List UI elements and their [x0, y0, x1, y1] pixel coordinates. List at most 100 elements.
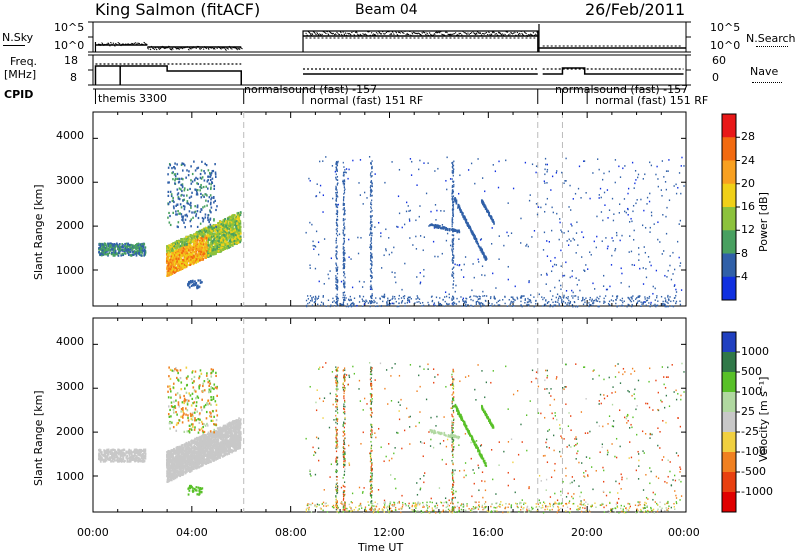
cpid-segment-label: themis 3300	[98, 92, 168, 105]
data-point	[205, 229, 208, 233]
data-point	[209, 209, 211, 212]
data-point	[130, 244, 133, 247]
data-point	[204, 246, 206, 249]
data-point	[166, 266, 169, 269]
data-point	[452, 164, 455, 167]
data-point	[210, 243, 212, 247]
data-point	[418, 301, 420, 303]
data-point	[199, 231, 202, 235]
data-point	[452, 211, 454, 214]
data-point	[189, 263, 192, 266]
data-point	[642, 301, 644, 304]
data-point	[171, 171, 174, 175]
data-point	[234, 223, 237, 227]
data-point	[407, 299, 409, 302]
data-point	[504, 302, 506, 305]
data-point	[205, 236, 208, 240]
data-point	[110, 248, 113, 251]
data-point	[642, 178, 644, 180]
data-point	[196, 246, 199, 249]
data-point	[359, 194, 362, 196]
data-point	[228, 221, 231, 225]
data-point	[454, 302, 456, 305]
data-point	[452, 215, 455, 217]
data-point	[335, 203, 337, 205]
data-point	[223, 225, 225, 228]
data-point	[224, 231, 227, 234]
data-point	[319, 191, 321, 194]
data-point	[311, 298, 313, 300]
data-point	[612, 300, 614, 302]
data-point	[104, 251, 107, 254]
data-point	[236, 241, 239, 244]
data-point	[606, 247, 609, 250]
data-point	[229, 238, 232, 241]
data-point	[564, 180, 566, 182]
data-point	[337, 305, 339, 307]
data-point	[453, 228, 456, 231]
data-point	[452, 257, 454, 260]
data-point	[336, 204, 338, 207]
data-point	[655, 305, 657, 308]
data-point	[143, 252, 146, 256]
data-point	[489, 297, 492, 300]
data-point	[327, 299, 330, 301]
data-point	[188, 240, 191, 243]
data-point	[422, 301, 424, 304]
data-point	[207, 229, 209, 232]
data-point	[576, 221, 578, 224]
data-point	[205, 255, 207, 258]
data-point	[110, 253, 113, 256]
data-point	[312, 296, 315, 298]
data-point	[385, 249, 387, 252]
data-point	[174, 182, 176, 185]
data-point	[369, 189, 372, 192]
data-point	[451, 254, 454, 256]
data-point	[335, 263, 337, 265]
data-point	[167, 251, 170, 255]
data-point	[325, 305, 327, 307]
data-point	[679, 262, 682, 264]
data-point	[369, 259, 372, 261]
data-point	[172, 196, 174, 200]
data-point	[200, 258, 203, 261]
x-tick: 08:00	[275, 526, 307, 539]
data-point	[497, 300, 500, 302]
data-point	[204, 172, 206, 175]
data-point	[184, 266, 187, 269]
data-point	[218, 222, 220, 225]
data-point	[352, 301, 354, 304]
data-point	[370, 226, 372, 229]
data-point	[560, 288, 562, 291]
velocity-colorbar-tick-label: 500	[741, 365, 762, 378]
data-point	[460, 210, 462, 214]
data-point	[603, 172, 605, 175]
data-point	[555, 171, 558, 174]
data-point	[649, 161, 651, 164]
data-point	[650, 214, 653, 217]
data-point	[191, 191, 193, 194]
data-point	[213, 218, 215, 221]
data-point	[621, 297, 624, 300]
data-point	[335, 246, 337, 249]
data-point	[371, 261, 373, 263]
data-point	[176, 247, 179, 250]
data-point	[342, 247, 344, 250]
data-point	[451, 171, 453, 174]
data-point	[320, 301, 323, 304]
data-point	[335, 262, 337, 265]
data-point	[206, 228, 209, 231]
data-point	[181, 241, 184, 244]
data-point	[206, 235, 209, 238]
data-point	[189, 238, 192, 241]
data-point	[335, 212, 338, 215]
data-point	[215, 228, 218, 231]
data-point	[196, 232, 199, 235]
data-point	[644, 298, 646, 300]
data-point	[220, 221, 222, 225]
data-point	[423, 268, 425, 271]
data-point	[577, 296, 579, 298]
data-point	[370, 203, 373, 206]
data-point	[192, 244, 195, 247]
data-point	[108, 251, 111, 254]
